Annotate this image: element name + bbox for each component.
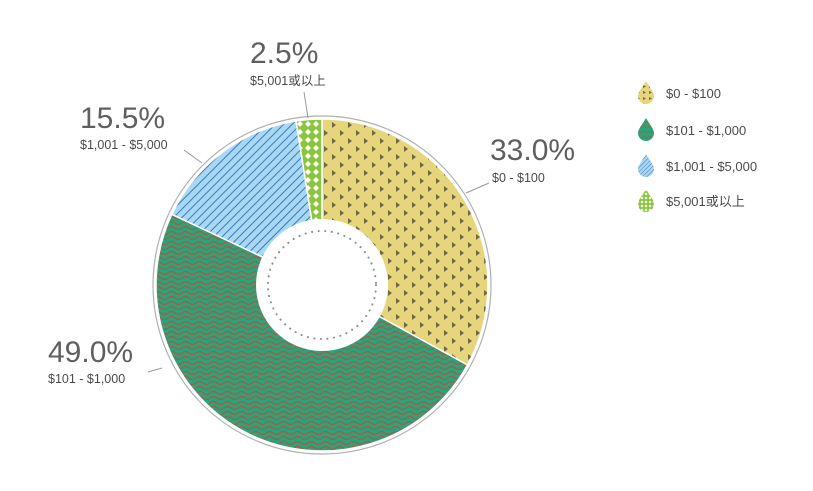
category-label-1: $101 - $1,000 (48, 372, 125, 386)
category-label-0: $0 - $100 (492, 171, 545, 185)
legend-item-3: $5,001或以上 (638, 189, 745, 212)
legend: $0 - $100 $101 - $1,000 $1,001 - $5,000 … (638, 81, 757, 212)
legend-label-0: $0 - $100 (666, 86, 721, 101)
value-label-0: 33.0% (490, 134, 575, 167)
value-label-2: 15.5% (80, 102, 165, 135)
category-label-3: $5,001或以上 (250, 74, 326, 88)
outer-ring (152, 115, 492, 455)
legend-item-2: $1,001 - $5,000 (638, 154, 757, 177)
value-label-1: 49.0% (48, 336, 133, 369)
leader-line-0 (465, 182, 490, 194)
legend-item-0: $0 - $100 (638, 81, 721, 104)
donut-hole (256, 219, 388, 351)
legend-label-3: $5,001或以上 (666, 194, 745, 209)
legend-swatch-3 (638, 189, 654, 212)
leader-line-1 (147, 367, 163, 373)
legend-swatch-0 (638, 81, 654, 104)
legend-label-2: $1,001 - $5,000 (666, 159, 757, 174)
leader-line-2 (183, 149, 203, 164)
leader-line-3 (303, 91, 309, 119)
category-label-2: $1,001 - $5,000 (80, 138, 168, 152)
legend-swatch-1 (638, 118, 654, 141)
legend-label-1: $101 - $1,000 (666, 123, 746, 138)
legend-item-1: $101 - $1,000 (638, 118, 746, 141)
donut-hole-dotted-ring (267, 230, 377, 340)
legend-swatch-2 (638, 154, 654, 177)
value-label-3: 2.5% (250, 37, 318, 70)
